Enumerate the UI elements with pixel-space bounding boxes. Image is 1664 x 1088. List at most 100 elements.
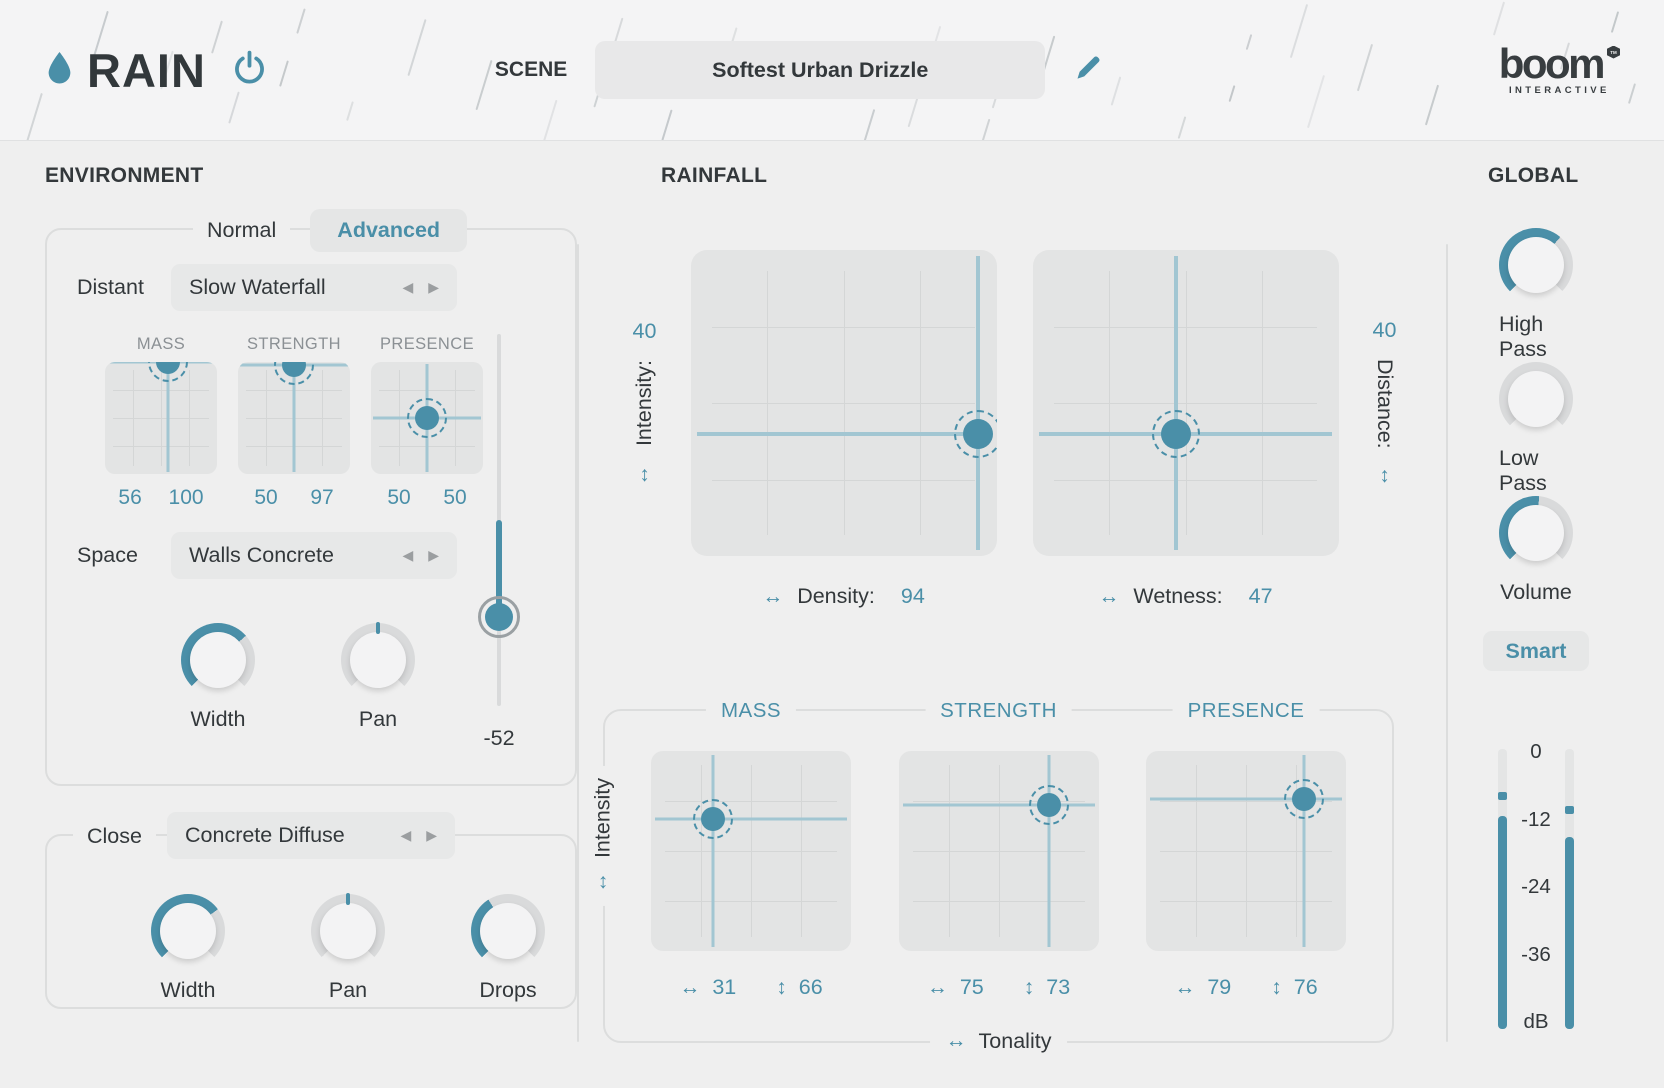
xy-puck-ring <box>407 398 447 438</box>
width-knob-label: Width <box>190 707 246 731</box>
xy-puck-ring <box>1028 785 1069 825</box>
xy-puck[interactable] <box>1036 793 1061 817</box>
environment-vertical-slider[interactable] <box>478 334 520 706</box>
knob-face <box>190 632 246 688</box>
density-intensity-xy-pad[interactable] <box>690 250 997 556</box>
xy-puck[interactable] <box>415 406 439 430</box>
distant-label: Distant <box>77 275 144 299</box>
meter-tick: -36 <box>1521 942 1551 966</box>
tonality-mass-x-value: 31 <box>712 975 737 999</box>
slider-thumb[interactable] <box>478 595 520 638</box>
slider-fill <box>496 520 502 617</box>
grid-line <box>801 765 802 937</box>
vertical-arrow-icon: ↕ <box>1023 975 1035 999</box>
header: RAIN SCENE Softest Urban Drizzle boom TM… <box>0 0 1664 140</box>
meter-tick: dB <box>1523 1010 1549 1033</box>
tonality-panel: Intensity ↕ ↔ Tonality MASS ↔ 31 ↕ 66 <box>588 697 1394 1056</box>
rain-streak <box>1245 33 1252 50</box>
vertical-arrow-icon: ↕ <box>1271 975 1282 999</box>
logo-area: RAIN <box>44 43 267 98</box>
boom-logo: boom TM INTERACTIVE <box>1499 42 1620 96</box>
tonality-mass-column: MASS ↔ 31 ↕ 66 <box>651 697 851 1041</box>
xy-puck[interactable] <box>1292 787 1316 811</box>
vertical-arrow-icon: ↕ <box>776 975 787 999</box>
scene-name-field[interactable]: Softest Urban Drizzle <box>595 41 1046 99</box>
tonality-presence-column: PRESENCE ↔ 79 ↕ 76 <box>1146 697 1346 1041</box>
xy-puck[interactable] <box>963 418 994 449</box>
prev-arrow-icon[interactable]: ◀ <box>402 279 414 295</box>
next-arrow-icon[interactable]: ▶ <box>428 547 439 563</box>
xy-puck[interactable] <box>155 362 180 374</box>
close-drops-knob[interactable] <box>471 894 545 968</box>
tonality-presence-label: PRESENCE <box>1172 697 1320 725</box>
grid-line <box>112 446 210 447</box>
crosshair-horizontal-line <box>655 817 847 821</box>
grid-line <box>1160 901 1332 902</box>
low-pass-knob[interactable] <box>1499 362 1573 436</box>
prev-arrow-icon[interactable]: ◀ <box>400 827 412 843</box>
width-knob[interactable] <box>181 623 255 697</box>
tonality-presence-xy-pad[interactable] <box>1146 751 1346 951</box>
mass-x-value: 56 <box>118 486 142 509</box>
pan-knob[interactable] <box>341 622 415 697</box>
close-selector[interactable]: Concrete Diffuse ◀ ▶ <box>167 812 455 859</box>
smart-button[interactable]: Smart <box>1483 631 1589 671</box>
edit-scene-pencil-button[interactable] <box>1073 53 1103 88</box>
vertical-arrow-icon: ↕ <box>1379 464 1390 488</box>
next-arrow-icon[interactable]: ▶ <box>428 279 439 295</box>
slider-thumb-dot <box>485 602 513 631</box>
knob-face <box>480 903 536 959</box>
close-pan-knob-block: Pan <box>311 893 385 1003</box>
meter-fill <box>1498 816 1507 1029</box>
tonality-mass-xy-pad[interactable] <box>651 751 851 951</box>
crosshair-vertical-line <box>1047 755 1050 947</box>
environment-advanced-panel: Normal Advanced Distant Slow Waterfall ◀… <box>45 206 577 786</box>
prev-arrow-icon[interactable]: ◀ <box>402 547 414 563</box>
tab-normal[interactable]: Normal <box>193 206 291 254</box>
grid-line <box>189 369 190 467</box>
scene-label: SCENE <box>494 58 568 81</box>
tonality-strength-xy-pad[interactable] <box>898 751 1099 951</box>
tab-advanced[interactable]: Advanced <box>310 208 468 252</box>
power-button[interactable] <box>232 50 267 90</box>
app-title: RAIN <box>87 43 206 97</box>
water-drop-icon <box>44 50 75 91</box>
tonality-mass-label: MASS <box>705 697 797 725</box>
xy-puck[interactable] <box>1161 418 1192 449</box>
main-area: ENVIRONMENT Normal Advanced Distant Slow… <box>0 140 1664 1088</box>
volume-knob[interactable] <box>1499 496 1573 570</box>
boom-interactive-label: INTERACTIVE <box>1508 84 1610 96</box>
close-width-knob[interactable] <box>151 894 225 968</box>
wetness-axis-label: Wetness: <box>1133 584 1223 608</box>
horizontal-arrow-icon: ↔ <box>945 1029 967 1052</box>
pan-knob-block: Pan <box>341 622 415 732</box>
tonality-strength-x-value: 75 <box>959 975 984 999</box>
strength-xy-pad[interactable] <box>238 362 350 474</box>
rain-streak <box>295 8 305 35</box>
xy-puck[interactable] <box>701 807 725 831</box>
rain-streak <box>1627 82 1636 104</box>
tonality-mass-y-value: 66 <box>798 975 823 999</box>
horizontal-arrow-icon: ↔ <box>679 975 701 999</box>
presence-xy-pad[interactable] <box>371 362 483 474</box>
rain-streak <box>25 93 43 140</box>
xy-puck[interactable] <box>282 362 306 378</box>
wetness-distance-xy-pad[interactable] <box>1032 250 1339 556</box>
close-panel: Close Concrete Diffuse ◀ ▶ Width Pan <box>45 812 577 1009</box>
horizontal-arrow-icon: ↔ <box>926 975 948 999</box>
rain-streak <box>278 60 289 87</box>
high-pass-knob[interactable] <box>1499 228 1573 302</box>
distant-selector[interactable]: Slow Waterfall ◀ ▶ <box>171 264 457 311</box>
presence-y-value: 50 <box>443 486 467 509</box>
rain-streak <box>856 108 876 140</box>
strength-x-value: 50 <box>254 486 278 509</box>
intensity-axis-labels: 40 Intensity: ↕ <box>617 250 673 556</box>
next-arrow-icon[interactable]: ▶ <box>426 827 437 843</box>
close-pan-knob[interactable] <box>311 893 385 968</box>
distance-value: 40 <box>1372 317 1397 342</box>
global-title: GLOBAL <box>1488 164 1579 187</box>
mass-xy-pad[interactable] <box>105 362 217 474</box>
space-selector[interactable]: Walls Concrete ◀ ▶ <box>171 532 457 579</box>
grid-line <box>1160 851 1332 852</box>
tonality-strength-column: STRENGTH ↔ 75 ↕ 73 <box>898 697 1099 1041</box>
